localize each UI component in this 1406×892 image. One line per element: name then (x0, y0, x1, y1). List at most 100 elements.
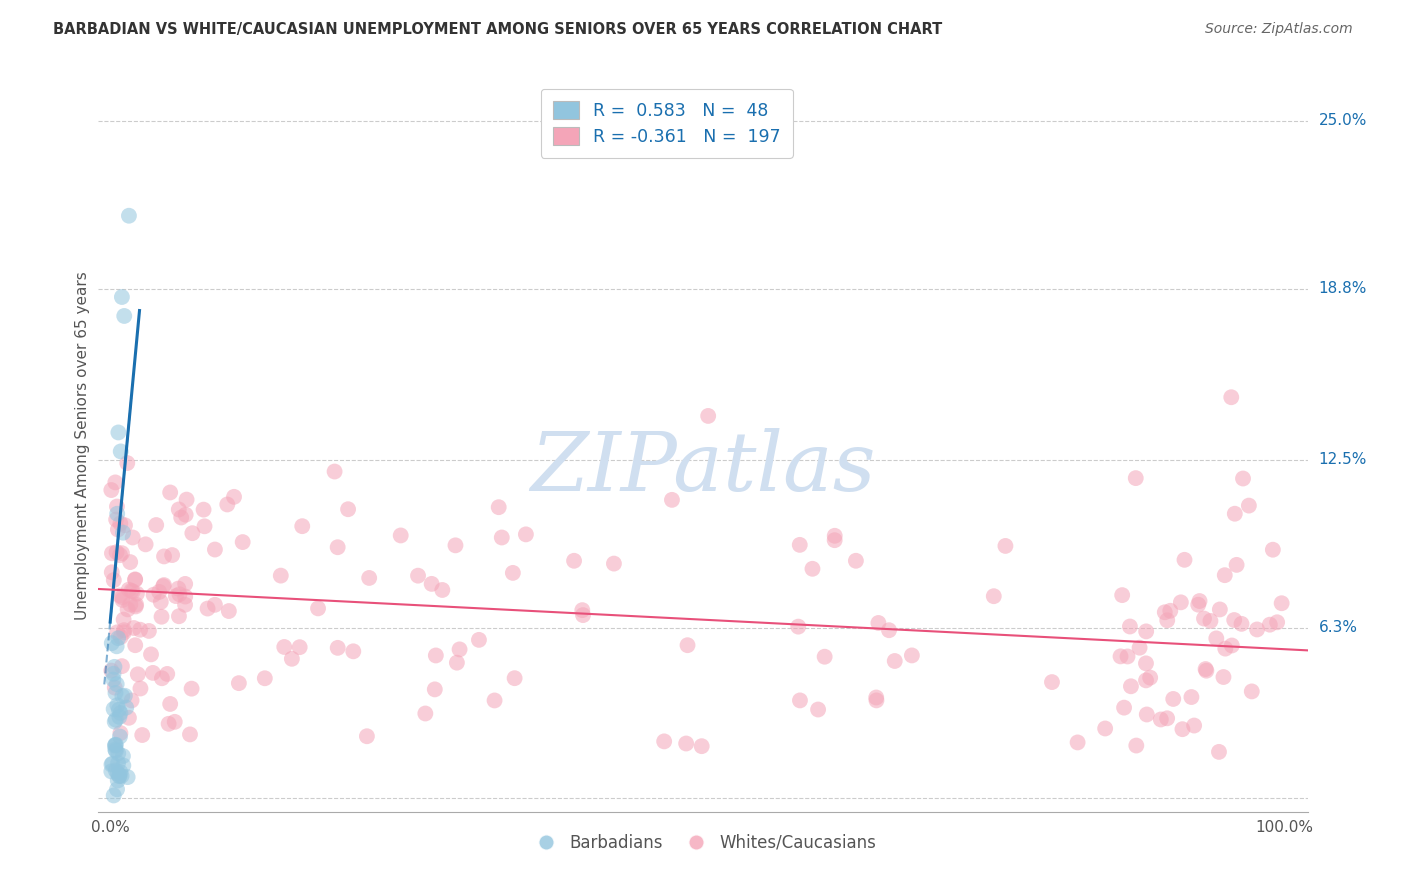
Point (110, 516, 132, 531)
Point (323, 465, 346, 479)
Point (994, 539, 1017, 553)
Point (107, 747, 129, 761)
Point (1125, 739, 1147, 753)
Point (571, 603, 593, 617)
Point (105, 640, 128, 654)
Point (1119, 619, 1142, 633)
Point (503, 671, 526, 685)
Point (291, 519, 314, 533)
Point (1265, 615, 1288, 630)
Point (193, 519, 215, 533)
Point (1213, 641, 1236, 656)
Point (1226, 558, 1249, 572)
Point (100, 757, 122, 772)
Point (153, 549, 176, 564)
Point (789, 693, 811, 707)
Point (1230, 616, 1253, 631)
Point (1150, 713, 1173, 727)
Point (159, 485, 181, 500)
Point (1188, 594, 1211, 608)
Point (125, 587, 148, 601)
Point (824, 533, 846, 548)
Point (197, 601, 219, 615)
Point (108, 703, 131, 717)
Point (1112, 700, 1135, 714)
Point (105, 500, 128, 514)
Point (845, 554, 868, 568)
Point (104, 739, 127, 753)
Point (273, 640, 295, 654)
Point (356, 729, 378, 743)
Point (148, 585, 170, 599)
Point (108, 769, 131, 783)
Point (983, 589, 1005, 603)
Point (270, 568, 292, 582)
Point (1223, 613, 1246, 627)
Point (112, 758, 135, 772)
Point (1111, 588, 1133, 602)
Point (1170, 595, 1192, 609)
Point (415, 706, 437, 721)
Point (129, 623, 152, 637)
Point (444, 538, 467, 552)
Point (120, 598, 142, 612)
Point (110, 726, 132, 740)
Text: 6.3%: 6.3% (1319, 620, 1358, 635)
Point (787, 620, 810, 634)
Point (111, 290, 134, 304)
Point (103, 660, 125, 674)
Point (156, 667, 179, 681)
Point (108, 769, 131, 783)
Point (193, 502, 215, 516)
Point (104, 738, 127, 752)
Point (174, 508, 197, 522)
Point (484, 693, 506, 707)
Point (145, 518, 167, 533)
Point (160, 548, 183, 562)
Point (468, 632, 491, 647)
Point (100, 483, 122, 497)
Y-axis label: Unemployment Among Seniors over 65 years: Unemployment Among Seniors over 65 years (75, 272, 90, 620)
Point (204, 598, 226, 612)
Point (1109, 649, 1132, 664)
Point (423, 682, 446, 697)
Point (118, 209, 141, 223)
Point (105, 698, 128, 713)
Point (167, 502, 190, 516)
Point (103, 702, 125, 716)
Point (100, 764, 122, 779)
Point (406, 568, 429, 582)
Point (117, 602, 139, 616)
Point (1161, 692, 1184, 706)
Point (112, 525, 135, 540)
Point (690, 739, 713, 754)
Text: 25.0%: 25.0% (1319, 113, 1367, 128)
Point (1066, 735, 1088, 749)
Point (118, 711, 141, 725)
Point (107, 756, 129, 770)
Point (1135, 657, 1157, 671)
Point (1194, 662, 1216, 676)
Point (222, 490, 245, 504)
Point (104, 686, 127, 700)
Point (562, 554, 585, 568)
Point (572, 608, 595, 623)
Point (176, 492, 198, 507)
Point (1208, 745, 1230, 759)
Point (100, 664, 122, 678)
Point (107, 631, 129, 645)
Point (101, 546, 124, 560)
Point (1212, 670, 1234, 684)
Point (110, 706, 132, 720)
Point (104, 714, 127, 729)
Point (1156, 711, 1178, 725)
Point (228, 676, 250, 690)
Point (1040, 675, 1063, 690)
Point (1240, 684, 1263, 698)
Point (105, 625, 128, 640)
Point (1220, 639, 1243, 653)
Point (488, 500, 510, 515)
Point (142, 588, 165, 602)
Point (112, 309, 135, 323)
Point (1116, 649, 1139, 664)
